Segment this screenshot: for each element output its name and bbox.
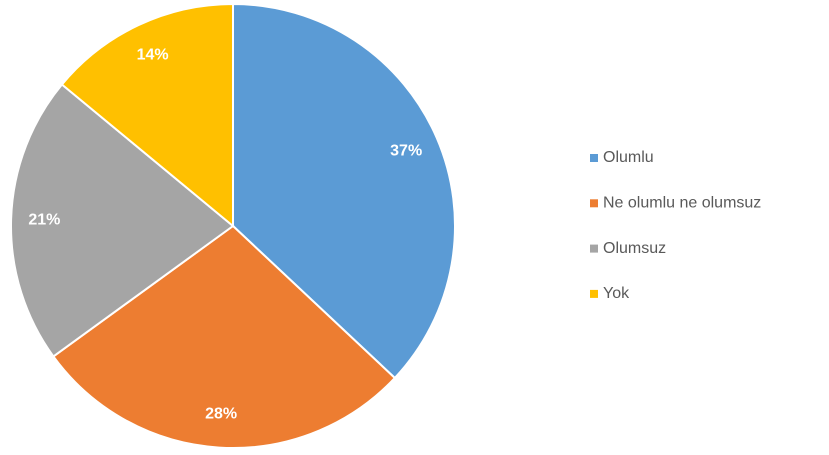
legend-label: Ne olumlu ne olumsuz [603,195,761,212]
legend-swatch [590,289,598,298]
pie-slice [52,224,397,449]
legend-label: Olumsuz [603,240,666,257]
legend-label: Yok [603,285,630,302]
legend-swatch [590,244,598,253]
data-label: 28% [205,406,237,423]
legend-label: Olumlu [603,149,654,166]
legend-swatch [590,199,598,208]
data-label: 21% [28,211,60,228]
data-label: 37% [390,142,422,159]
pie-slice [60,2,234,229]
data-label: 14% [137,46,169,63]
pie-slice [10,83,235,358]
pie-slice [232,2,456,380]
legend-swatch [590,154,598,162]
